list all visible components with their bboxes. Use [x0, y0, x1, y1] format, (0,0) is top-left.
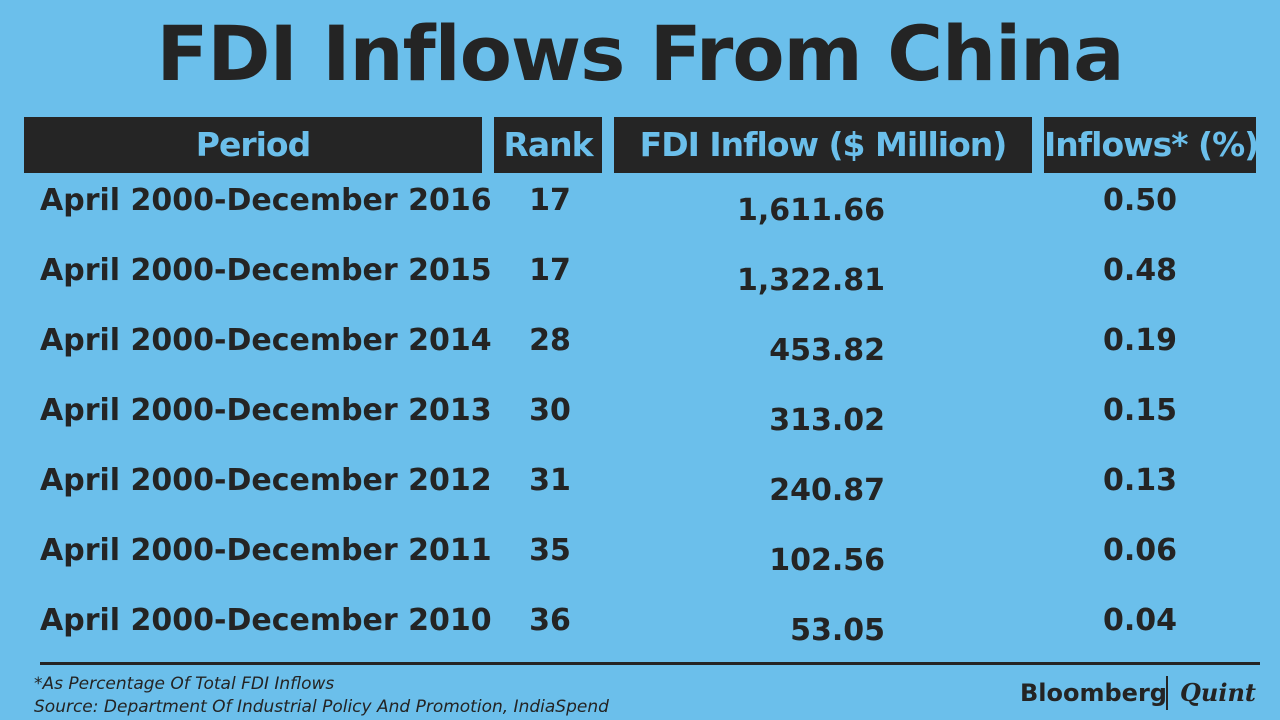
- header-fdi-inflow: FDI Inflow ($ Million): [614, 117, 1032, 173]
- cell-rank: 28: [529, 323, 571, 358]
- cell-fdi-inflow: 240.87: [769, 473, 885, 508]
- cell-fdi-inflow: 453.82: [769, 333, 885, 368]
- cell-period: April 2000-December 2013: [40, 393, 492, 428]
- cell-period: April 2000-December 2014: [40, 323, 492, 358]
- cell-inflows-pct: 0.19: [1102, 323, 1178, 358]
- footer-rule: [40, 662, 1260, 665]
- cell-rank: 35: [529, 533, 571, 568]
- cell-fdi-inflow: 1,322.81: [736, 263, 885, 298]
- header-period: Period: [24, 117, 482, 173]
- cell-fdi-inflow: 313.02: [769, 403, 885, 438]
- cell-inflows-pct: 0.48: [1102, 253, 1178, 288]
- cell-rank: 17: [529, 253, 571, 288]
- cell-rank: 36: [529, 603, 571, 638]
- cell-fdi-inflow: 1,611.66: [736, 193, 885, 228]
- cell-rank: 30: [529, 393, 571, 428]
- cell-period: April 2000-December 2016: [40, 183, 492, 218]
- cell-period: April 2000-December 2010: [40, 603, 492, 638]
- source-note: Source: Department Of Industrial Policy …: [34, 697, 609, 717]
- cell-rank: 17: [529, 183, 571, 218]
- footnote: *As Percentage Of Total FDI Inflows: [34, 674, 335, 694]
- brand-divider: [1166, 676, 1168, 710]
- cell-inflows-pct: 0.06: [1102, 533, 1178, 568]
- cell-period: April 2000-December 2012: [40, 463, 492, 498]
- cell-inflows-pct: 0.04: [1102, 603, 1178, 638]
- header-rank: Rank: [494, 117, 602, 173]
- header-inflows-pct: Inflows* (%): [1044, 117, 1256, 173]
- chart-title: FDI Inflows From China: [156, 9, 1124, 98]
- cell-fdi-inflow: 53.05: [790, 613, 885, 648]
- cell-inflows-pct: 0.50: [1102, 183, 1178, 218]
- cell-inflows-pct: 0.13: [1102, 463, 1178, 498]
- cell-fdi-inflow: 102.56: [769, 543, 885, 578]
- cell-period: April 2000-December 2011: [40, 533, 492, 568]
- bloomberg-logo: Bloomberg: [1020, 679, 1167, 707]
- cell-period: April 2000-December 2015: [40, 253, 492, 288]
- cell-rank: 31: [529, 463, 571, 498]
- quint-logo: Quint: [1180, 678, 1257, 707]
- cell-inflows-pct: 0.15: [1102, 393, 1178, 428]
